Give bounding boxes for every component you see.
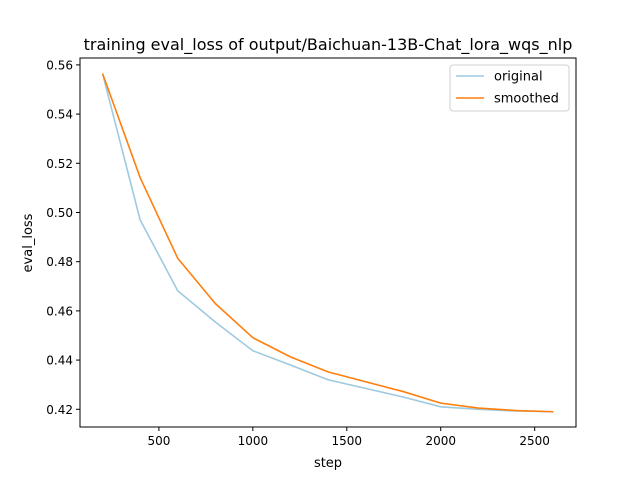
x-tick-label: 1000 [238,434,269,448]
plot-frame [79,57,577,428]
y-tick-label: 0.50 [46,206,73,220]
x-tick-label: 2000 [425,434,456,448]
x-axis: 500 1000 1500 2000 2500 [147,427,550,448]
y-axis-label: eval_loss [21,213,36,272]
x-tick-label: 2500 [519,434,550,448]
legend-label-original: original [494,70,543,85]
y-tick-label: 0.52 [46,157,73,171]
y-tick-label: 0.42 [46,403,73,417]
series-line-smoothed [101,73,554,413]
x-axis-label: step [314,456,342,471]
y-tick-label: 0.56 [46,58,73,72]
legend-label-smoothed: smoothed [494,92,559,107]
chart-title: training eval_loss of output/Baichuan-13… [84,35,573,55]
series-line-original [101,73,554,413]
y-tick-label: 0.46 [46,304,73,318]
series-layer [101,73,554,413]
x-tick-label: 500 [147,434,170,448]
legend: original smoothed [449,64,570,112]
x-tick-label: 1500 [332,434,363,448]
y-tick-label: 0.54 [46,108,73,122]
y-tick-label: 0.44 [46,354,73,368]
y-tick-label: 0.48 [46,255,73,269]
y-axis: 0.42 0.44 0.46 0.48 0.50 0.52 0.54 0.56 [46,58,80,417]
